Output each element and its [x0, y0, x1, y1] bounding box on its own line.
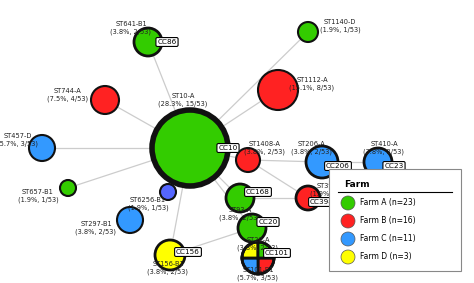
Text: Farm A (n=23): Farm A (n=23): [360, 198, 416, 207]
Text: CC206: CC206: [326, 163, 350, 169]
Text: ST101-B1
(5.7%, 3/53): ST101-B1 (5.7%, 3/53): [237, 267, 279, 281]
Text: Farm C (n=11): Farm C (n=11): [360, 235, 416, 243]
Circle shape: [341, 232, 355, 246]
Text: ST1408-A
(3.8%, 2/53): ST1408-A (3.8%, 2/53): [245, 141, 285, 155]
Circle shape: [60, 180, 76, 196]
Circle shape: [341, 214, 355, 228]
Circle shape: [117, 207, 143, 233]
Text: CC86: CC86: [157, 39, 177, 45]
Circle shape: [134, 28, 162, 56]
Circle shape: [236, 148, 260, 172]
Circle shape: [238, 214, 266, 242]
Text: ST20-A
(3.8%, 2/53): ST20-A (3.8%, 2/53): [237, 237, 279, 251]
FancyBboxPatch shape: [329, 169, 461, 271]
Text: CC10: CC10: [219, 145, 237, 151]
Text: ST297-B1
(3.8%, 2/53): ST297-B1 (3.8%, 2/53): [75, 221, 117, 235]
Wedge shape: [242, 242, 258, 258]
Text: ST93-A
(3.8%, 2/53): ST93-A (3.8%, 2/53): [219, 207, 261, 221]
Circle shape: [29, 135, 55, 161]
Text: ST1140-D
(1.9%, 1/53): ST1140-D (1.9%, 1/53): [319, 19, 360, 33]
Circle shape: [91, 86, 119, 114]
Text: ST6256-B1
(1.9%, 1/53): ST6256-B1 (1.9%, 1/53): [128, 197, 168, 211]
Text: CC23: CC23: [384, 163, 404, 169]
Text: ST457-D
(5.7%, 3/53): ST457-D (5.7%, 3/53): [0, 133, 38, 147]
Circle shape: [152, 110, 228, 186]
Wedge shape: [258, 242, 274, 258]
Text: Farm B (n=16): Farm B (n=16): [360, 216, 416, 226]
Text: ST398-A
(1.9%, 1/53): ST398-A (1.9%, 1/53): [310, 183, 350, 197]
Circle shape: [226, 184, 254, 212]
Text: CC101: CC101: [265, 250, 289, 256]
Circle shape: [298, 22, 318, 42]
Text: CC398: CC398: [310, 199, 334, 205]
Circle shape: [258, 70, 298, 110]
Text: Farm D (n=3): Farm D (n=3): [360, 252, 411, 261]
Text: ST10-A
(28.3%, 15/53): ST10-A (28.3%, 15/53): [158, 93, 208, 107]
Text: ST744-A
(7.5%, 4/53): ST744-A (7.5%, 4/53): [47, 88, 89, 102]
Text: CC156: CC156: [176, 249, 200, 255]
Circle shape: [296, 186, 320, 210]
Circle shape: [155, 240, 185, 270]
Text: Farm: Farm: [344, 180, 370, 189]
Text: ST410-A
(3.8%, 2/53): ST410-A (3.8%, 2/53): [364, 141, 404, 155]
Circle shape: [306, 146, 338, 178]
Wedge shape: [258, 258, 274, 274]
Text: ST657-B1
(1.9%, 1/53): ST657-B1 (1.9%, 1/53): [18, 189, 58, 203]
Text: ST1112-A
(15.1%, 8/53): ST1112-A (15.1%, 8/53): [290, 77, 335, 91]
Wedge shape: [242, 258, 258, 274]
Circle shape: [364, 148, 392, 176]
Text: CC20: CC20: [258, 219, 278, 225]
Text: ST641-B1
(3.8%, 2/53): ST641-B1 (3.8%, 2/53): [110, 21, 152, 35]
Text: ST206-A
(3.8%, 2/53): ST206-A (3.8%, 2/53): [292, 141, 332, 155]
Circle shape: [341, 196, 355, 210]
Circle shape: [341, 250, 355, 264]
Text: CC168: CC168: [246, 189, 270, 195]
Text: ST156-B1
(3.8%, 2/53): ST156-B1 (3.8%, 2/53): [147, 261, 189, 275]
Circle shape: [160, 184, 176, 200]
